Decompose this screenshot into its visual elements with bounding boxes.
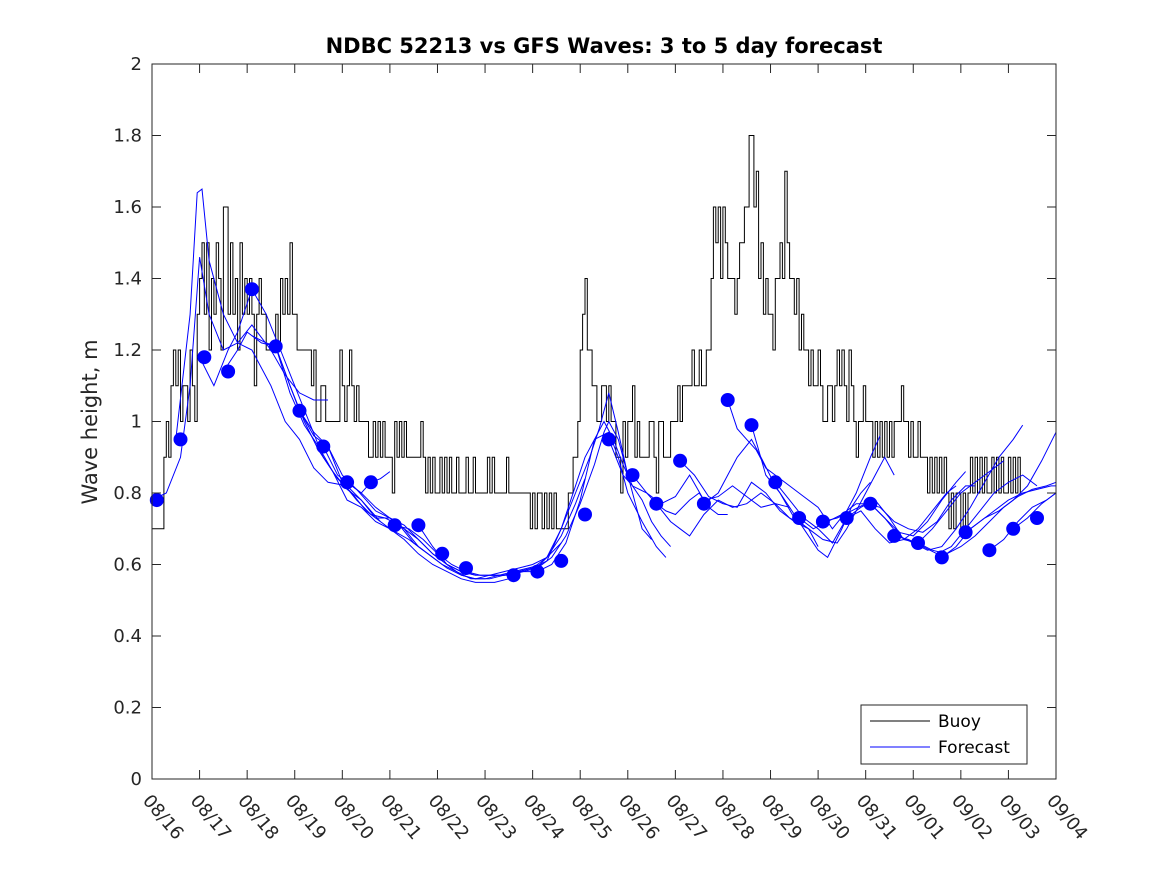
x-tick-label: 09/01 — [899, 791, 948, 844]
forecast-run-line — [275, 346, 543, 580]
forecast-marker — [1006, 521, 1021, 536]
x-tick-label: 08/23 — [471, 791, 520, 844]
forecast-run-line — [417, 392, 652, 580]
forecast-run-line — [727, 399, 881, 530]
forecast-marker — [459, 561, 473, 576]
forecast-marker — [696, 496, 711, 511]
forecast-marker — [863, 496, 878, 511]
x-tick-label: 08/24 — [519, 791, 568, 844]
forecast-marker — [244, 282, 259, 297]
buoy-line — [152, 135, 1021, 530]
y-tick-label: 1.2 — [113, 340, 142, 361]
forecast-marker — [649, 496, 664, 511]
forecast-marker — [292, 403, 307, 418]
forecast-marker — [530, 564, 545, 579]
forecast-marker — [316, 439, 331, 454]
forecast-marker — [149, 493, 164, 508]
forecast-run-line — [751, 424, 895, 544]
x-tick-label: 08/20 — [328, 791, 377, 844]
forecast-run-line — [941, 431, 1057, 558]
x-tick-label: 08/27 — [662, 791, 711, 844]
forecast-marker — [601, 432, 616, 447]
y-tick-label: 0.4 — [113, 626, 142, 647]
x-tick-label: 08/17 — [186, 791, 235, 844]
chart-title: NDBC 52213 vs GFS Waves: 3 to 5 day fore… — [326, 34, 883, 58]
x-tick-label: 08/31 — [852, 791, 901, 844]
legend: Buoy Forecast — [860, 704, 1028, 765]
forecast-marker — [578, 507, 592, 522]
y-tick-label: 0.2 — [113, 698, 142, 719]
forecast-marker — [958, 525, 973, 540]
x-tick-label: 09/02 — [947, 791, 996, 844]
x-tick-label: 08/21 — [376, 791, 425, 844]
forecast-marker — [1030, 511, 1044, 525]
forecast-marker — [744, 418, 759, 433]
x-tick-label: 08/19 — [281, 791, 330, 844]
legend-forecast-label: Forecast — [938, 738, 1010, 758]
forecast-run-line — [251, 335, 509, 583]
forecast-marker — [363, 475, 378, 490]
x-tick-label: 08/18 — [233, 791, 282, 844]
forecast-marker — [934, 550, 949, 565]
x-tick-label: 08/16 — [138, 791, 187, 844]
x-tick-label: 08/28 — [709, 791, 758, 844]
forecast-marker — [221, 364, 236, 379]
forecast-marker — [506, 568, 521, 583]
y-tick-label: 1.6 — [113, 197, 142, 218]
forecast-run-line — [199, 287, 424, 551]
forecast-run-line — [175, 188, 381, 522]
y-tick-label: 1 — [131, 412, 142, 433]
forecast-marker — [887, 528, 902, 543]
forecast-marker — [411, 518, 426, 533]
forecast-marker — [792, 511, 807, 525]
x-tick-label: 08/22 — [424, 791, 473, 844]
y-tick-label: 0 — [131, 769, 142, 790]
forecast-marker — [815, 514, 830, 529]
forecast-marker — [839, 511, 854, 525]
forecast-marker — [197, 350, 212, 365]
y-tick-label: 1.8 — [113, 126, 142, 147]
legend-buoy-label: Buoy — [938, 712, 981, 732]
forecast-marker — [554, 553, 569, 568]
x-tick-label: 08/26 — [614, 791, 663, 844]
y-axis-label: Wave height, m — [78, 339, 102, 504]
forecast-marker — [340, 475, 355, 490]
series-layer — [149, 135, 1057, 583]
y-axis: 0 0.2 0.4 0.6 0.8 1 1.2 1.4 1.6 1.8 2 — [113, 54, 1056, 790]
forecast-marker — [173, 432, 188, 447]
x-tick-label: 08/30 — [804, 791, 853, 844]
y-tick-label: 0.6 — [113, 555, 142, 576]
x-tick-label: 09/03 — [995, 791, 1044, 844]
forecast-marker — [911, 536, 925, 550]
forecast-marker — [673, 453, 688, 468]
y-tick-label: 1.4 — [113, 269, 142, 290]
forecast-marker — [625, 468, 640, 483]
forecast-run-line — [655, 492, 805, 537]
y-tick-label: 2 — [131, 54, 142, 75]
forecast-run-line — [1012, 492, 1057, 530]
forecast-marker — [268, 339, 283, 354]
x-tick-label: 08/25 — [566, 791, 615, 844]
forecast-run-line — [489, 431, 667, 576]
forecast-marker — [768, 475, 783, 490]
forecast-marker — [982, 543, 997, 558]
legend-box — [860, 704, 1028, 765]
forecast-run-line — [774, 481, 957, 544]
forecast-run-line — [965, 485, 1056, 533]
y-tick-label: 0.8 — [113, 483, 142, 504]
forecast-marker — [720, 393, 735, 407]
x-tick-label: 08/29 — [757, 791, 806, 844]
x-tick-label: 09/04 — [1042, 791, 1091, 844]
forecast-marker — [387, 518, 402, 533]
forecast-marker — [435, 546, 450, 561]
